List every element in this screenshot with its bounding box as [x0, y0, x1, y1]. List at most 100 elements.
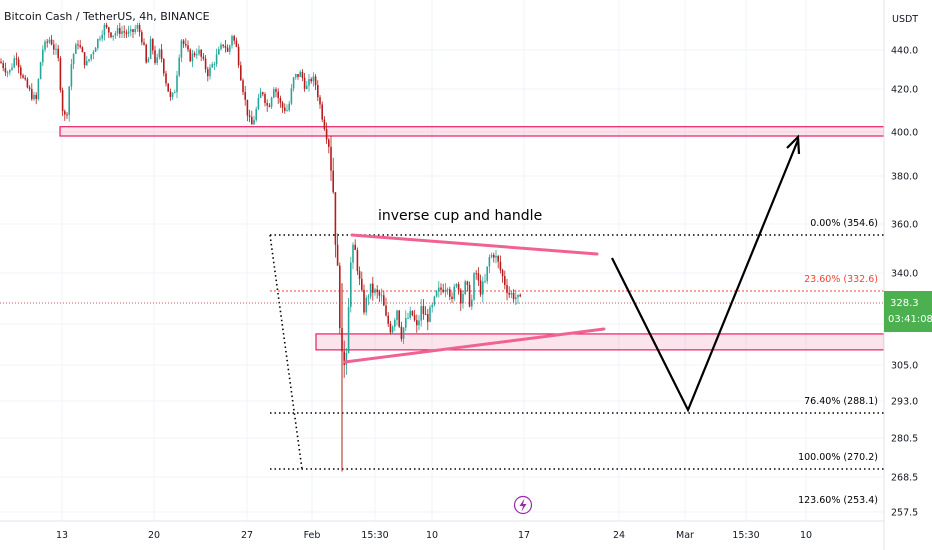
candle-body — [473, 273, 475, 300]
candle-body — [284, 107, 286, 111]
candle-body — [200, 49, 202, 57]
candle-body — [61, 90, 64, 112]
candle-body — [451, 296, 453, 299]
candle-body — [108, 27, 110, 33]
candle-body — [145, 44, 147, 63]
candle-body — [83, 52, 86, 66]
candle-body — [215, 54, 218, 65]
candle-body — [171, 92, 174, 97]
candle-body — [442, 289, 444, 292]
candle-body — [233, 36, 235, 41]
candle-body — [26, 79, 29, 88]
badge-countdown: 03:41:08 — [888, 314, 932, 325]
candle-body — [438, 287, 440, 292]
candle-body — [482, 281, 484, 295]
candle-body — [519, 294, 521, 297]
candle-body — [165, 73, 167, 84]
candle-body — [88, 59, 90, 61]
currency-label[interactable]: USDT — [892, 14, 918, 25]
candle-body — [400, 326, 403, 339]
price-badge[interactable]: 328.3 03:41:08 — [884, 291, 932, 332]
time-tick-label: 17 — [518, 530, 530, 541]
candle-body — [431, 304, 433, 308]
candle-body — [77, 44, 79, 46]
candle-body — [268, 105, 271, 107]
candle-body — [314, 76, 317, 86]
candle-body — [224, 46, 227, 48]
candle-body — [365, 297, 367, 313]
candle-body — [114, 33, 117, 36]
candle-body — [257, 97, 260, 110]
candle-body — [42, 49, 44, 63]
candle-body — [323, 119, 326, 130]
candle-body — [409, 310, 411, 318]
candle-body — [222, 44, 224, 47]
candle-body — [427, 314, 429, 322]
candle-body — [413, 315, 416, 321]
candle-body — [189, 49, 191, 62]
time-tick-label: 10 — [426, 530, 438, 541]
candle-body — [402, 327, 405, 339]
price-tick-label: 360.0 — [891, 220, 918, 231]
time-tick-label: 10 — [800, 530, 812, 541]
price-tick-label: 293.0 — [891, 397, 918, 408]
candle-body — [317, 85, 319, 98]
price-tick-label: 380.0 — [891, 172, 918, 183]
candle-body — [499, 261, 502, 271]
candle-body — [345, 352, 348, 365]
upper-trendline — [350, 233, 599, 256]
candle-body — [187, 45, 189, 50]
candle-body — [33, 94, 35, 100]
fib-label: 76.40% (288.1) — [804, 396, 878, 407]
candle-body — [279, 97, 282, 103]
candle-body — [220, 44, 222, 50]
fib-label: 0.00% (354.6) — [810, 218, 878, 229]
candle-body — [352, 244, 354, 263]
price-zone — [59, 126, 885, 137]
candle-body — [154, 50, 156, 63]
candle-body — [160, 49, 163, 60]
candle-body — [138, 24, 141, 33]
candle-body — [253, 119, 255, 125]
candle-body — [57, 48, 59, 58]
candle-body — [385, 305, 387, 316]
candle-body — [231, 36, 233, 46]
candle-body — [176, 75, 178, 93]
candle-body — [59, 57, 62, 91]
time-tick-label: 20 — [148, 530, 160, 541]
candle-body — [134, 28, 136, 32]
candle-body — [396, 310, 398, 320]
candle-body — [435, 291, 438, 297]
time-axis[interactable]: 13 20 27 Feb 15:30 10 17 24 Mar 15:30 10 — [0, 520, 884, 541]
candle-body — [35, 94, 37, 100]
candle-body — [306, 85, 308, 89]
candle-body — [112, 35, 114, 38]
candle-body — [391, 326, 394, 333]
candle-body — [334, 192, 337, 245]
candle-body — [288, 103, 290, 111]
candle-body — [48, 39, 51, 43]
candle-body — [292, 77, 295, 89]
candle-body — [299, 71, 301, 77]
candle-body — [493, 254, 495, 258]
candle-body — [363, 289, 365, 313]
candle-body — [394, 319, 396, 327]
time-ticks: 13 20 27 Feb 15:30 10 17 24 Mar 15:30 10 — [56, 530, 812, 541]
candle-body — [237, 46, 240, 66]
price-axis[interactable]: USDT 440.0420.0400.0380.0360.0340.0320.0… — [883, 0, 932, 550]
candle-body — [517, 294, 519, 298]
lightning-icon[interactable] — [513, 495, 533, 515]
candle-body — [301, 71, 304, 78]
candle-body — [66, 114, 68, 116]
candle-body — [75, 44, 77, 54]
candle-body — [229, 45, 231, 52]
candle-body — [99, 38, 101, 40]
price-tick-label: 268.5 — [891, 473, 918, 484]
candle-body — [290, 88, 293, 104]
candle-body — [510, 293, 513, 295]
candle-body — [369, 283, 372, 297]
projection-path — [611, 139, 800, 413]
candle-body — [17, 59, 20, 68]
fibonacci-levels: 0.00% (354.6) 23.60% (332.6) 76.40% (288.1… — [269, 218, 884, 506]
